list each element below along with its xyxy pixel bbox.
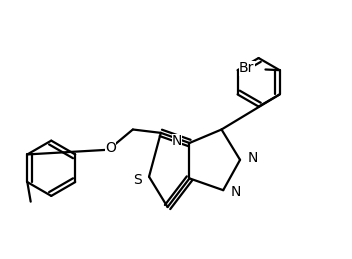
Text: S: S (133, 173, 142, 187)
Text: N: N (172, 134, 182, 148)
Text: Br: Br (239, 61, 254, 75)
Text: N: N (247, 151, 258, 165)
Text: N: N (231, 185, 241, 199)
Text: O: O (105, 141, 116, 155)
